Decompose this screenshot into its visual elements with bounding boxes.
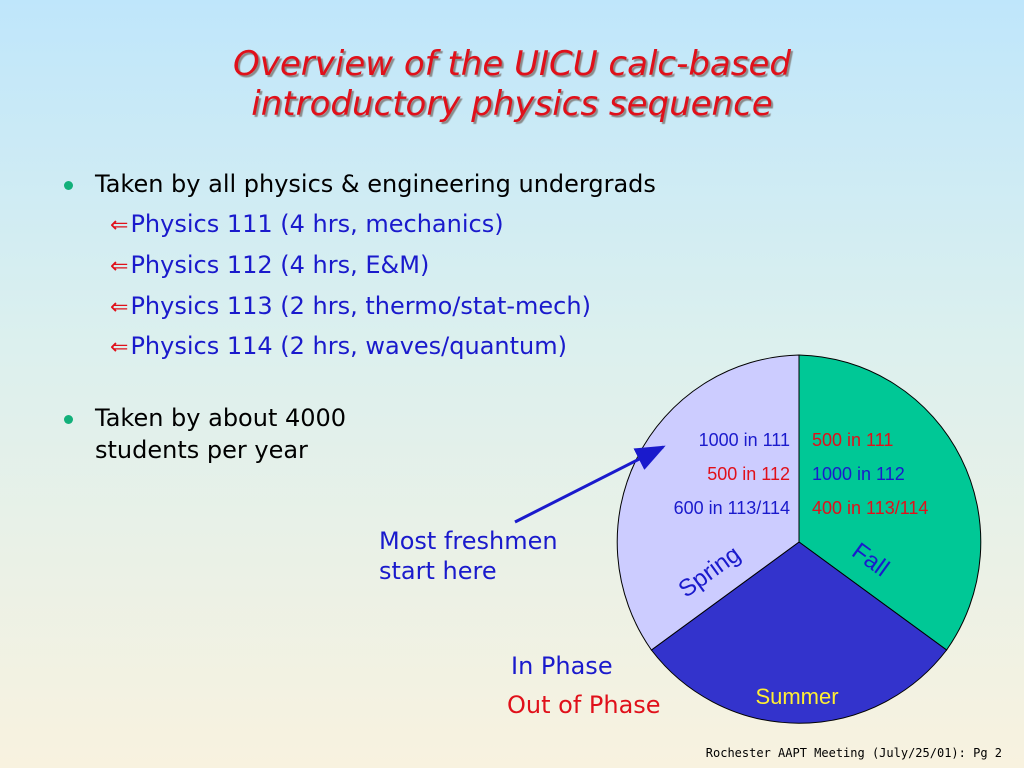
slide-title-line2: introductory physics sequence xyxy=(251,84,773,124)
slide-footer: Rochester AAPT Meeting (July/25/01): Pg … xyxy=(705,746,1002,760)
legend-in-phase: In Phase xyxy=(511,652,613,680)
bullet-dot-icon xyxy=(64,415,73,424)
sub-item-label: Physics 111 (4 hrs, mechanics) xyxy=(130,210,504,238)
bullet-dot-icon xyxy=(64,181,73,190)
arrow-left-icon: ⇐ xyxy=(110,335,129,360)
fall-count-111: 500 in 111 xyxy=(812,430,894,450)
sub-item-physics-111: ⇐Physics 111 (4 hrs, mechanics) xyxy=(110,208,504,242)
callout-line1: Most freshmen xyxy=(379,527,558,555)
legend-out-of-phase: Out of Phase xyxy=(507,691,661,719)
sub-item-label: Physics 114 (2 hrs, waves/quantum) xyxy=(130,332,567,360)
pie-sector-summer xyxy=(650,541,948,724)
spring-counts: 1000 in 111 500 in 112 600 in 113/114 xyxy=(620,428,790,520)
sector-label-summer: Summer xyxy=(755,684,838,709)
slide-title-line1: Overview of the UICU calc-based xyxy=(233,44,791,84)
arrow-left-icon: ⇐ xyxy=(110,295,129,320)
sub-item-label: Physics 113 (2 hrs, thermo/stat-mech) xyxy=(130,292,591,320)
bullet-2-line2: students per year xyxy=(95,436,308,464)
spring-count-113-114: 600 in 113/114 xyxy=(673,498,790,518)
slide-title: Overview of the UICU calc-based introduc… xyxy=(0,44,1024,124)
fall-count-113-114: 400 in 113/114 xyxy=(812,498,929,518)
spring-count-111: 1000 in 111 xyxy=(698,430,790,450)
freshmen-callout: Most freshmen start here xyxy=(379,526,558,586)
arrow-left-icon: ⇐ xyxy=(110,213,129,238)
bullet-2-line1: Taken by about 4000 xyxy=(95,404,347,432)
sub-item-physics-114: ⇐Physics 114 (2 hrs, waves/quantum) xyxy=(110,330,567,364)
callout-line2: start here xyxy=(379,557,497,585)
sub-item-physics-113: ⇐Physics 113 (2 hrs, thermo/stat-mech) xyxy=(110,290,591,324)
pie-sector-fall xyxy=(798,354,982,651)
callout-arrow xyxy=(514,445,666,524)
sub-item-label: Physics 112 (4 hrs, E&M) xyxy=(130,251,430,279)
fall-counts: 500 in 111 1000 in 112 400 in 113/114 xyxy=(812,428,982,520)
fall-count-112: 1000 in 112 xyxy=(812,464,905,484)
spring-count-112: 500 in 112 xyxy=(707,464,790,484)
arrow-left-icon: ⇐ xyxy=(110,254,129,279)
bullet-1-text: Taken by all physics & engineering under… xyxy=(95,170,656,198)
bullet-2-text: Taken by about 4000 students per year xyxy=(95,402,346,466)
sub-item-physics-112: ⇐Physics 112 (4 hrs, E&M) xyxy=(110,249,429,283)
